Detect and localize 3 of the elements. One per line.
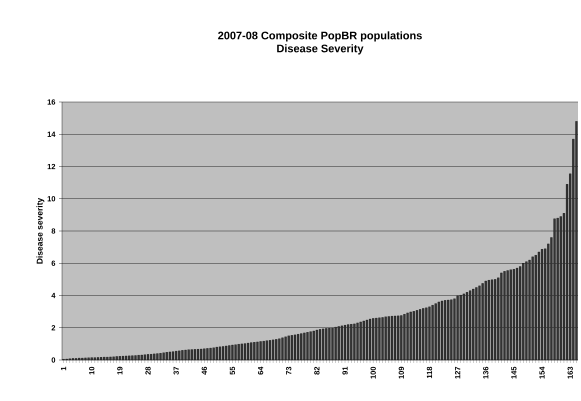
chart-subtitle: Disease Severity bbox=[277, 44, 364, 54]
chart-title: 2007-08 Composite PopBR populations bbox=[218, 31, 422, 42]
y-axis-title: Disease severity bbox=[36, 198, 44, 264]
